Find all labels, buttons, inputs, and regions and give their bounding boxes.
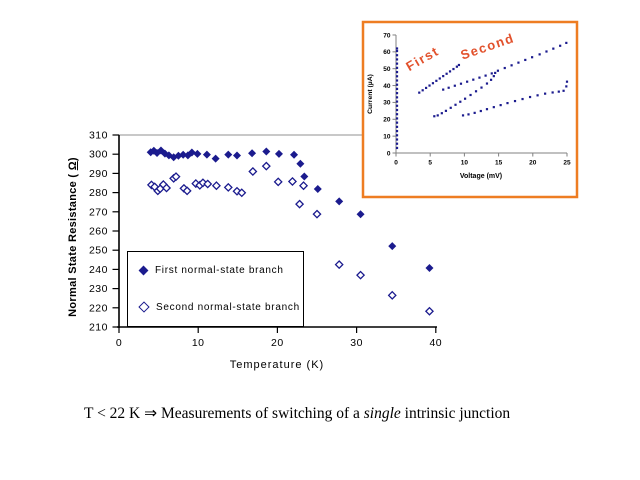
legend-label-second: Second normal-state branch <box>156 301 300 313</box>
open-diamond-icon <box>138 301 150 313</box>
svg-text:50: 50 <box>383 66 391 73</box>
inset-series-second-branch-upper <box>442 41 568 91</box>
inset-series-supercurrent-branch <box>395 47 399 150</box>
x-axis-title: Temperature (K) <box>229 359 325 371</box>
caption-text: Measurements of switching of a <box>161 405 360 422</box>
y-axis-title: Normal State Resistance ( Ω) <box>67 117 85 357</box>
svg-text:60: 60 <box>383 49 391 56</box>
svg-text:5: 5 <box>428 160 432 167</box>
svg-text:220: 220 <box>89 302 108 314</box>
inset-y-axis-title: Current (µA) <box>367 74 374 114</box>
series-first-normal-state-branch <box>146 146 434 273</box>
svg-text:270: 270 <box>89 206 108 218</box>
inset-series-second-branch-lower <box>461 80 569 117</box>
svg-text:0: 0 <box>387 150 391 157</box>
svg-text:25: 25 <box>563 160 571 167</box>
svg-text:15: 15 <box>495 160 503 167</box>
svg-text:250: 250 <box>89 245 108 257</box>
caption-tail: intrinsic junction <box>404 405 511 422</box>
inset-axis-titles: Current (µA) Voltage (mV) <box>367 74 502 180</box>
inset-x-axis-title: Voltage (mV) <box>460 173 502 180</box>
svg-text:10: 10 <box>192 337 205 349</box>
svg-text:10: 10 <box>461 160 469 167</box>
series-second-normal-state-branch <box>146 161 434 316</box>
y-axis-title-text: Normal State Resistance ( <box>67 170 79 317</box>
svg-text:210: 210 <box>89 322 108 334</box>
svg-text:240: 240 <box>89 264 108 276</box>
svg-text:310: 310 <box>89 130 108 142</box>
svg-text:280: 280 <box>89 187 108 199</box>
inset-chart-plot: 0 10 20 30 40 50 60 70 0 5 10 15 20 25 <box>361 20 579 199</box>
svg-text:10: 10 <box>383 133 391 140</box>
svg-text:0: 0 <box>394 160 398 167</box>
svg-text:0: 0 <box>116 337 122 349</box>
filled-diamond-icon <box>138 265 149 275</box>
inset-border-box <box>361 20 579 199</box>
caption: T < 22 K ⇒ Measurements of switching of … <box>84 404 624 423</box>
inset-series-first-branch-lower <box>433 71 497 118</box>
legend-item-second: Second normal-state branch <box>128 300 303 314</box>
svg-text:40: 40 <box>383 83 391 90</box>
caption-condition: T < 22 K <box>84 405 141 422</box>
svg-text:20: 20 <box>383 117 391 124</box>
svg-text:20: 20 <box>271 337 284 349</box>
legend-label-first: First normal-state branch <box>155 264 284 276</box>
inset-series-first-branch-upper <box>418 63 461 94</box>
svg-text:20: 20 <box>529 160 537 167</box>
svg-text:70: 70 <box>383 32 391 39</box>
svg-text:290: 290 <box>89 168 108 180</box>
caption-emphasis: single <box>363 405 401 422</box>
svg-text:40: 40 <box>429 337 442 349</box>
svg-text:230: 230 <box>89 283 108 295</box>
omega-symbol: Ω <box>67 161 79 171</box>
legend-item-first: First normal-state branch <box>128 263 303 277</box>
implies-arrow: ⇒ <box>144 405 158 422</box>
svg-text:30: 30 <box>383 100 391 107</box>
svg-text:300: 300 <box>89 149 108 161</box>
svg-text:260: 260 <box>89 226 108 238</box>
svg-text:30: 30 <box>350 337 363 349</box>
legend: First normal-state branch Second normal-… <box>127 251 304 327</box>
y-axis-title-close: ) <box>67 157 79 162</box>
